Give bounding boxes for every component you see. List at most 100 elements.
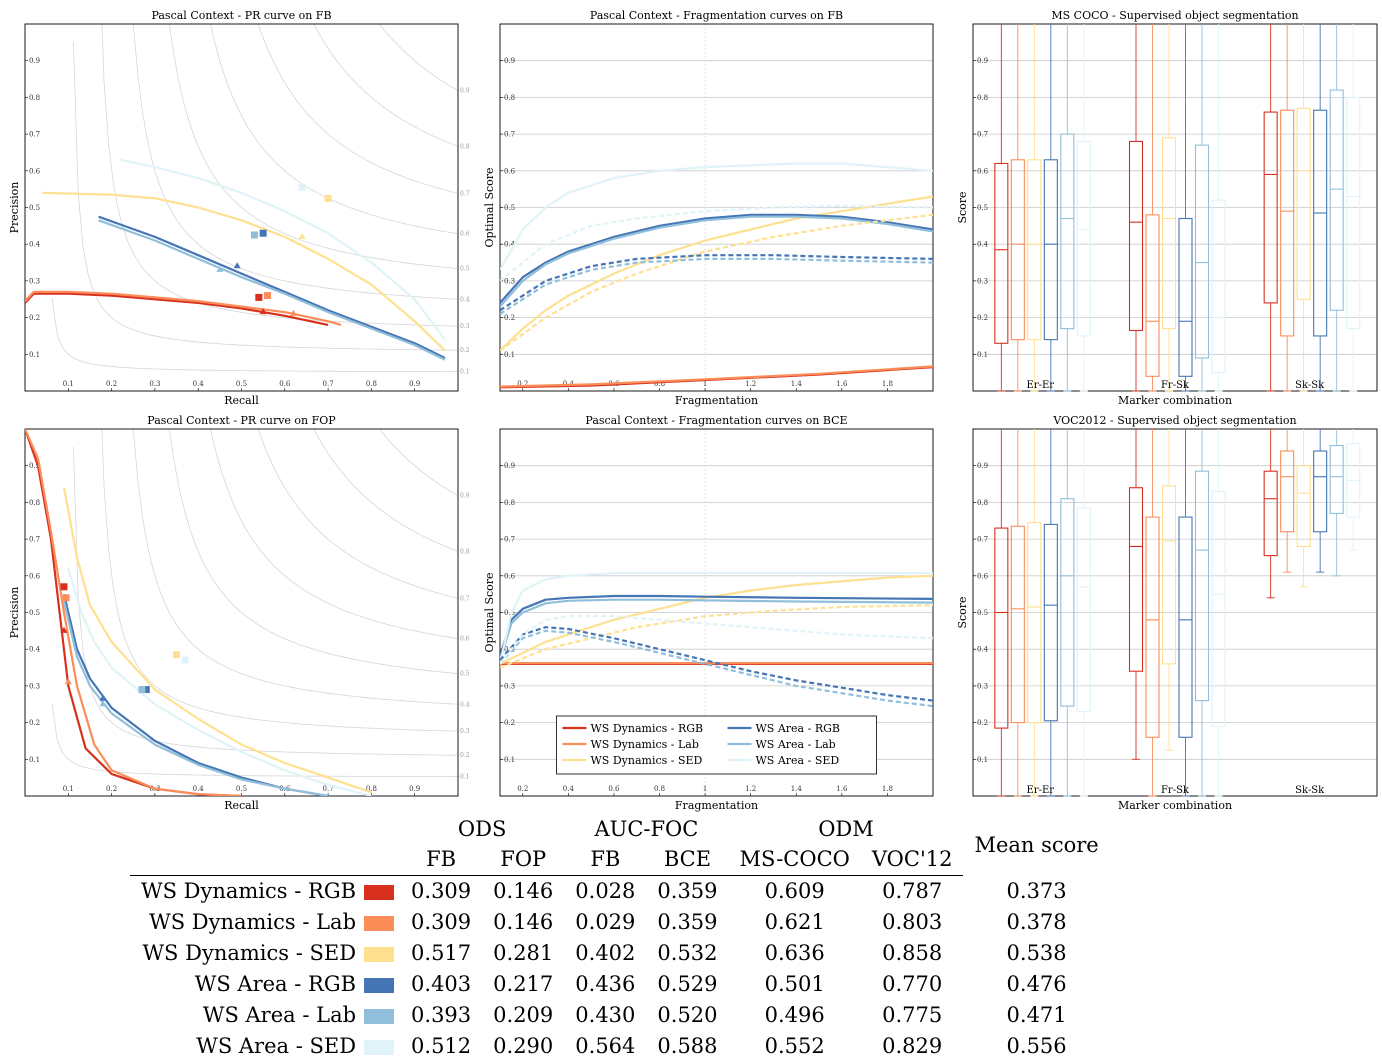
category-label: Sk-Sk (1295, 380, 1325, 391)
box (1281, 110, 1294, 336)
iso-f-label: 0.2 (460, 752, 470, 759)
y-tick-label: 0.6 (977, 167, 989, 175)
table-cell: 0.829 (861, 1031, 964, 1062)
legend-label: WS Dynamics - Lab (591, 738, 699, 751)
iso-f-label: 0.9 (460, 88, 470, 95)
column-header: FB (564, 844, 646, 876)
y-tick-label: 0.1 (977, 351, 988, 359)
panel-frag-fb: Pascal Context - Fragmentation curves on… (470, 4, 940, 409)
table-cell: 0.538 (963, 938, 1109, 969)
color-swatch (364, 885, 394, 900)
y-tick-label: 0.2 (29, 719, 40, 727)
table-cell: 0.403 (400, 969, 482, 1000)
table-cell: 0.552 (729, 1031, 861, 1062)
y-tick-label: 0.5 (29, 609, 40, 617)
y-tick-label: 0.4 (977, 241, 989, 249)
x-tick-label: 0.2 (106, 380, 117, 388)
table-cell: 0.309 (400, 907, 482, 938)
table-cell: 0.512 (400, 1031, 482, 1062)
y-tick-label: 0.1 (29, 351, 40, 359)
legend-label: WS Area - RGB (756, 722, 840, 735)
chart-title: MS COCO - Supervised object segmentation (1051, 9, 1298, 22)
table-corner (130, 815, 400, 844)
table-cell: 0.146 (482, 876, 564, 908)
table-cell: 0.436 (564, 969, 646, 1000)
y-tick-label: 0.9 (29, 57, 40, 65)
row-label-cell: WS Dynamics - SED (130, 938, 400, 969)
x-tick-label: 1 (703, 380, 707, 388)
box (1011, 160, 1024, 340)
x-tick-label: 0.5 (236, 785, 247, 793)
ods-marker (264, 292, 271, 299)
series-line (500, 215, 933, 351)
box (1146, 517, 1159, 737)
table-cell: 0.393 (400, 1000, 482, 1031)
x-tick-label: 1.6 (836, 380, 848, 388)
legend-label: WS Area - SED (756, 754, 840, 767)
ods-marker (182, 657, 189, 664)
table-cell: 0.520 (646, 1000, 728, 1031)
y-tick-label: 0.1 (29, 756, 40, 764)
column-header-mean-score: Mean score (963, 815, 1109, 876)
legend-label: WS Dynamics - SED (591, 754, 703, 767)
y-axis-label: Optimal Score (483, 572, 496, 652)
box (1044, 160, 1057, 340)
table-cell: 0.532 (646, 938, 728, 969)
y-tick-label: 0.6 (29, 572, 41, 580)
table-cell: 0.609 (729, 876, 861, 908)
box (1297, 466, 1310, 547)
box (1196, 471, 1209, 700)
legend-label: WS Area - Lab (756, 738, 836, 751)
box (1146, 215, 1159, 376)
series-line (42, 193, 445, 351)
x-tick-label: 1.6 (836, 785, 848, 793)
iso-f-label: 0.7 (460, 595, 470, 602)
x-tick-label: 1.2 (745, 785, 756, 793)
ods-marker (63, 594, 70, 601)
x-tick-label: 1.2 (745, 380, 756, 388)
row-label: WS Dynamics - SED (142, 941, 356, 965)
fragmentation-bce-chart: Pascal Context - Fragmentation curves on… (470, 409, 940, 814)
y-tick-label: 0.8 (504, 499, 515, 507)
series-group (25, 429, 371, 796)
y-tick-label: 0.9 (504, 462, 515, 470)
box (995, 163, 1008, 343)
table-cell: 0.476 (963, 969, 1109, 1000)
x-axis-label: Marker combination (1118, 799, 1232, 812)
series-line (500, 576, 933, 664)
y-axis-label: Score (956, 596, 969, 628)
y-tick-label: 0.9 (504, 57, 515, 65)
table-cell: 0.556 (963, 1031, 1109, 1062)
box (1330, 446, 1343, 514)
y-tick-label: 0.2 (977, 314, 988, 322)
series-line (500, 259, 933, 314)
x-axis-label: Recall (224, 394, 259, 407)
category-label: Sk-Sk (1295, 785, 1325, 796)
y-tick-label: 0.6 (504, 167, 516, 175)
table-cell: 0.471 (963, 1000, 1109, 1031)
x-tick-label: 0.4 (193, 380, 205, 388)
table-cell: 0.858 (861, 938, 964, 969)
table-cell: 0.496 (729, 1000, 861, 1031)
table-cell: 0.775 (861, 1000, 964, 1031)
chart-title: Pascal Context - Fragmentation curves on… (585, 414, 847, 427)
y-axis-label: Precision (8, 587, 21, 639)
ods-marker (255, 294, 262, 301)
iso-f-label: 0.3 (460, 728, 470, 735)
table-cell: 0.621 (729, 907, 861, 938)
table-cell: 0.359 (646, 876, 728, 908)
chart-title: Pascal Context - PR curve on FOP (147, 414, 336, 427)
table-cell: 0.787 (861, 876, 964, 908)
table-cell: 0.430 (564, 1000, 646, 1031)
color-swatch (364, 1009, 394, 1024)
group-header-auc-foc: AUC-FOC (564, 815, 728, 844)
y-tick-label: 0.1 (504, 351, 515, 359)
ods-marker (138, 686, 145, 693)
row-label-cell: WS Dynamics - Lab (130, 907, 400, 938)
y-tick-label: 0.4 (29, 241, 41, 249)
iso-f-curve (158, 0, 458, 269)
y-tick-label: 0.8 (504, 94, 515, 102)
